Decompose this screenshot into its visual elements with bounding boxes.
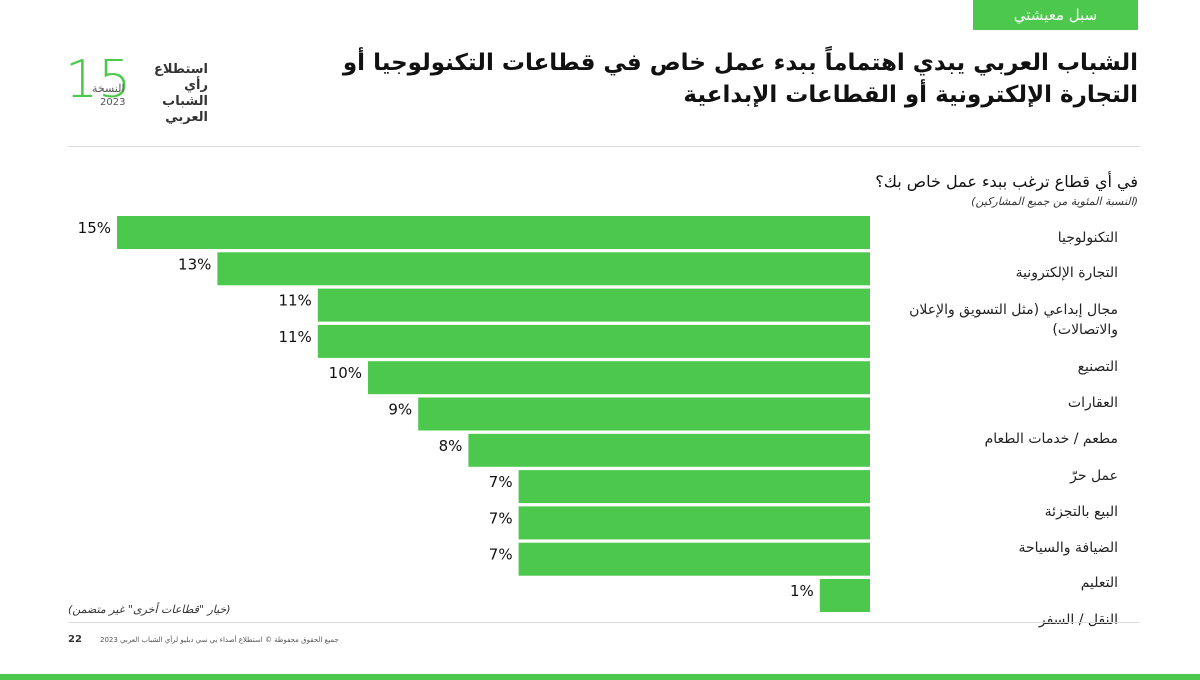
- bar: [418, 397, 870, 431]
- section-tab: سبل معيشتي: [973, 0, 1138, 30]
- category-label: التعليم: [1080, 575, 1118, 591]
- category-label: التصنيع: [1077, 359, 1118, 375]
- logo-year: 2023: [100, 97, 126, 108]
- value-label: 8%: [439, 437, 463, 455]
- bar: [117, 216, 870, 249]
- value-label: 11%: [278, 328, 311, 346]
- value-label: 1%: [790, 582, 814, 600]
- logo-number: 15: [65, 50, 132, 110]
- bar: [468, 433, 870, 467]
- bar: [317, 288, 870, 322]
- logo-name: استطلاع رأي الشباب العربي: [154, 62, 208, 125]
- category-label: مجال إبداعي (مثل التسويق والإعلان والاتص…: [909, 302, 1118, 338]
- value-label: 7%: [489, 546, 513, 564]
- title-line: الشباب العربي يبدي اهتماماً ببدء عمل خاص…: [342, 50, 1138, 76]
- value-label: 15%: [78, 219, 111, 237]
- logo-edition: النسخة: [92, 82, 125, 95]
- value-label: 11%: [278, 292, 311, 310]
- category-label: التجارة الإلكترونية: [1015, 265, 1118, 281]
- category-label: مطعم / خدمات الطعام: [984, 431, 1118, 447]
- category-label: البيع بالتجزئة: [1044, 504, 1118, 520]
- value-label: 10%: [329, 364, 362, 382]
- value-label: 9%: [388, 401, 412, 419]
- note: (خيار "قطاعات أخرى" غير متضمن): [68, 603, 231, 616]
- bar: [368, 361, 870, 395]
- bar: [317, 324, 870, 358]
- bar: [518, 542, 870, 576]
- divider: [68, 146, 1140, 147]
- value-label: 13%: [178, 255, 211, 273]
- bar: [217, 252, 870, 286]
- bottom-band: [0, 674, 1200, 680]
- category-label: الضيافة والسياحة: [1018, 540, 1119, 556]
- value-label: 7%: [489, 473, 513, 491]
- bar: [819, 579, 870, 612]
- category-label: النقل / السفر: [1038, 612, 1118, 628]
- value-label: 7%: [489, 509, 513, 527]
- page-number: 22: [68, 634, 82, 645]
- bar: [518, 506, 870, 540]
- chart-title: في أي قطاع ترغب ببدء عمل خاص بك؟: [875, 172, 1138, 191]
- title-line: التجارة الإلكترونية أو القطاعات الإبداعي…: [683, 82, 1138, 108]
- category-label: العقارات: [1067, 395, 1118, 411]
- copyright: جميع الحقوق محفوظة © استطلاع أصداء بي سي…: [100, 636, 339, 644]
- chart-subtitle: (النسبة المئوية من جميع المشاركين): [971, 195, 1138, 208]
- category-label: عمل حرّ: [1070, 468, 1118, 484]
- divider: [68, 622, 1140, 623]
- category-label: التكنولوجيا: [1057, 230, 1118, 246]
- bar: [518, 470, 870, 504]
